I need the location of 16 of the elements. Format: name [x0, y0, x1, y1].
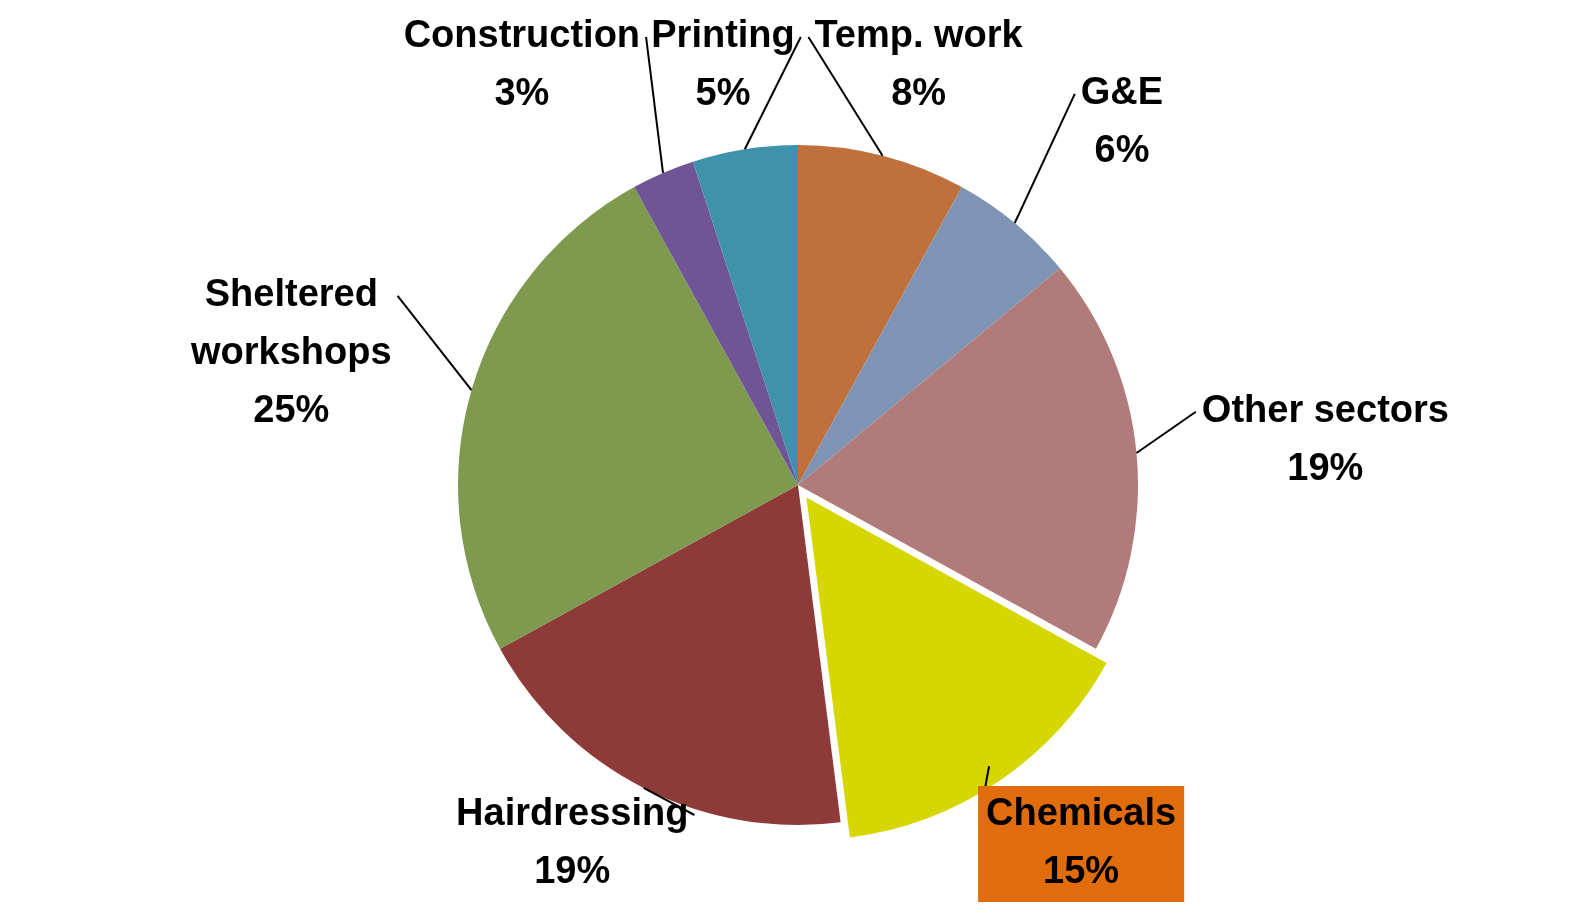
data-label: 5% [695, 71, 751, 114]
slice-label: Hairdressing [456, 791, 689, 834]
data-label: 19% [534, 849, 611, 892]
data-label: 6% [1094, 128, 1150, 171]
data-label: 15% [1043, 849, 1120, 892]
data-label: 8% [891, 71, 947, 114]
slice-label: Chemicals [986, 791, 1177, 834]
data-label: 19% [1287, 446, 1364, 489]
slice-label: Other sectors [1201, 388, 1449, 431]
slice-label: Temp. work [814, 13, 1024, 56]
slice-label: G&E [1080, 70, 1164, 113]
slice-label: Printing [651, 13, 795, 56]
slice-label: Construction [403, 13, 641, 56]
data-label: 25% [253, 388, 330, 431]
slice-label: Sheltered workshops [190, 272, 392, 373]
data-label: 3% [494, 71, 550, 114]
